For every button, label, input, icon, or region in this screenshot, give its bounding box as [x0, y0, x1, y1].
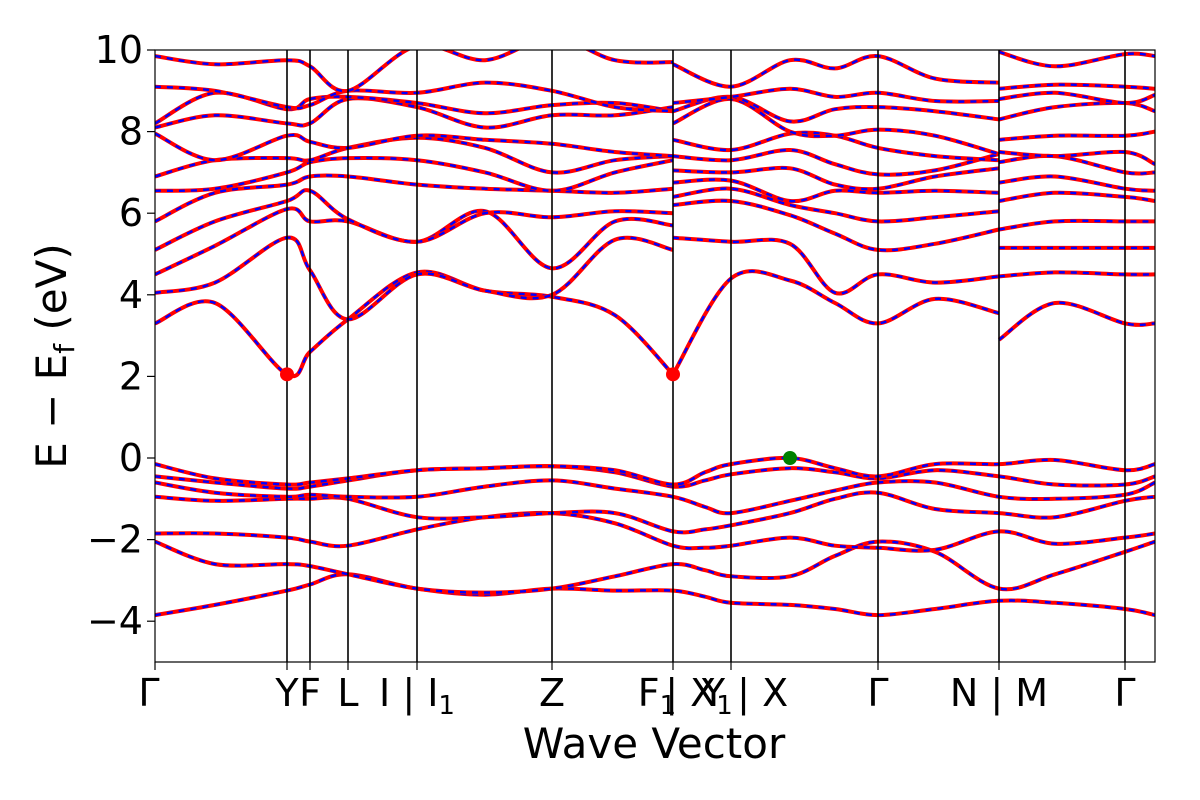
y-axis-title: E − Ef (eV): [27, 243, 81, 469]
y-tick-label: 2: [119, 354, 143, 398]
band-line-spin-down: [672, 148, 1000, 176]
y-tick-label: 6: [119, 191, 143, 235]
band-line-spin-down: [672, 87, 1000, 105]
band-line-spin-down: [672, 187, 1000, 223]
cbm-marker: [666, 367, 680, 382]
band-line-spin-down: [998, 101, 1155, 121]
x-tick-label: F1: [638, 671, 676, 721]
y-tick-label: −2: [87, 518, 143, 562]
x-axis-title: Wave Vector: [523, 719, 786, 768]
cbm-marker: [280, 367, 294, 382]
y-tick-label: 0: [119, 436, 143, 480]
band-line-spin-down: [155, 236, 674, 321]
band-line-spin-down: [998, 91, 1155, 105]
band-line-spin-down: [155, 464, 1155, 490]
band-line-spin-down: [155, 479, 1155, 515]
plot-frame: [154, 49, 1156, 663]
band-line-spin-up: [155, 50, 674, 93]
band-line-spin-up: [672, 54, 1000, 89]
band-line-spin-down: [672, 178, 1000, 203]
band-line-spin-down: [998, 130, 1155, 141]
x-tick-label: F: [299, 671, 321, 715]
band-line-spin-down: [998, 301, 1155, 341]
bands-layer: [155, 50, 1155, 618]
band-line-spin-down: [998, 83, 1155, 90]
band-line-spin-down: [155, 174, 674, 223]
band-line-spin-up: [998, 100, 1155, 122]
x-tick-label: N | M: [950, 671, 1048, 716]
x-tick-label: | X1: [665, 671, 732, 721]
x-tick-label: Z: [539, 671, 565, 715]
band-line-spin-down: [155, 50, 674, 93]
band-line-spin-down: [155, 81, 674, 113]
band-line-spin-down: [155, 573, 1155, 617]
band-line-spin-down: [155, 491, 1155, 534]
y-tick-label: 4: [119, 273, 143, 317]
y-axis-title-subscript: f: [48, 343, 81, 354]
x-tick-label: L: [337, 671, 358, 715]
band-line-spin-up: [671, 269, 1000, 376]
band-line-spin-down: [155, 511, 1155, 552]
high-symmetry-lines: [286, 50, 1126, 662]
band-line-spin-down: [998, 219, 1155, 231]
band-line-spin-down: [672, 236, 1000, 295]
x-tick-label: Y | X: [701, 671, 788, 716]
y-axis-ticks: −4 −2 0 2 4 6 8 10: [87, 28, 155, 643]
band-line-spin-up: [155, 572, 1155, 618]
x-tick-label: Y: [274, 671, 299, 715]
band-line-spin-down: [998, 154, 1155, 175]
band-line-spin-down: [998, 271, 1155, 278]
band-line-spin-up: [155, 478, 1155, 516]
band-line-spin-down: [998, 175, 1155, 192]
y-tick-label: 8: [119, 110, 143, 154]
band-line-spin-down: [672, 131, 1000, 162]
band-line-spin-up: [155, 188, 674, 252]
band-line-spin-up: [998, 90, 1155, 106]
band-line-spin-down: [672, 166, 1000, 191]
x-tick-label: Γ: [1114, 671, 1135, 715]
band-line-spin-down: [671, 269, 1000, 376]
y-axis-title-main: E − E: [27, 354, 76, 469]
band-line-spin-down: [998, 150, 1155, 166]
band-extrema-markers: [280, 367, 797, 465]
band-line-spin-down: [998, 50, 1155, 68]
band-line-spin-down: [155, 270, 674, 378]
band-line-spin-down: [998, 191, 1155, 203]
y-tick-label: −4: [87, 599, 143, 643]
band-line-spin-down: [155, 156, 674, 193]
band-line-spin-down: [155, 456, 1155, 486]
band-line-spin-down: [155, 132, 674, 162]
band-line-spin-down: [155, 188, 674, 251]
band-line-spin-up: [998, 153, 1155, 176]
y-axis-title-unit: (eV): [27, 243, 76, 344]
band-line-spin-up: [155, 269, 675, 379]
x-tick-label: Γ: [138, 671, 159, 715]
vbm-marker: [783, 451, 797, 465]
x-tick-label: I | I1: [379, 671, 455, 721]
x-tick-label: Γ: [867, 671, 888, 715]
y-tick-label: 10: [95, 28, 143, 72]
